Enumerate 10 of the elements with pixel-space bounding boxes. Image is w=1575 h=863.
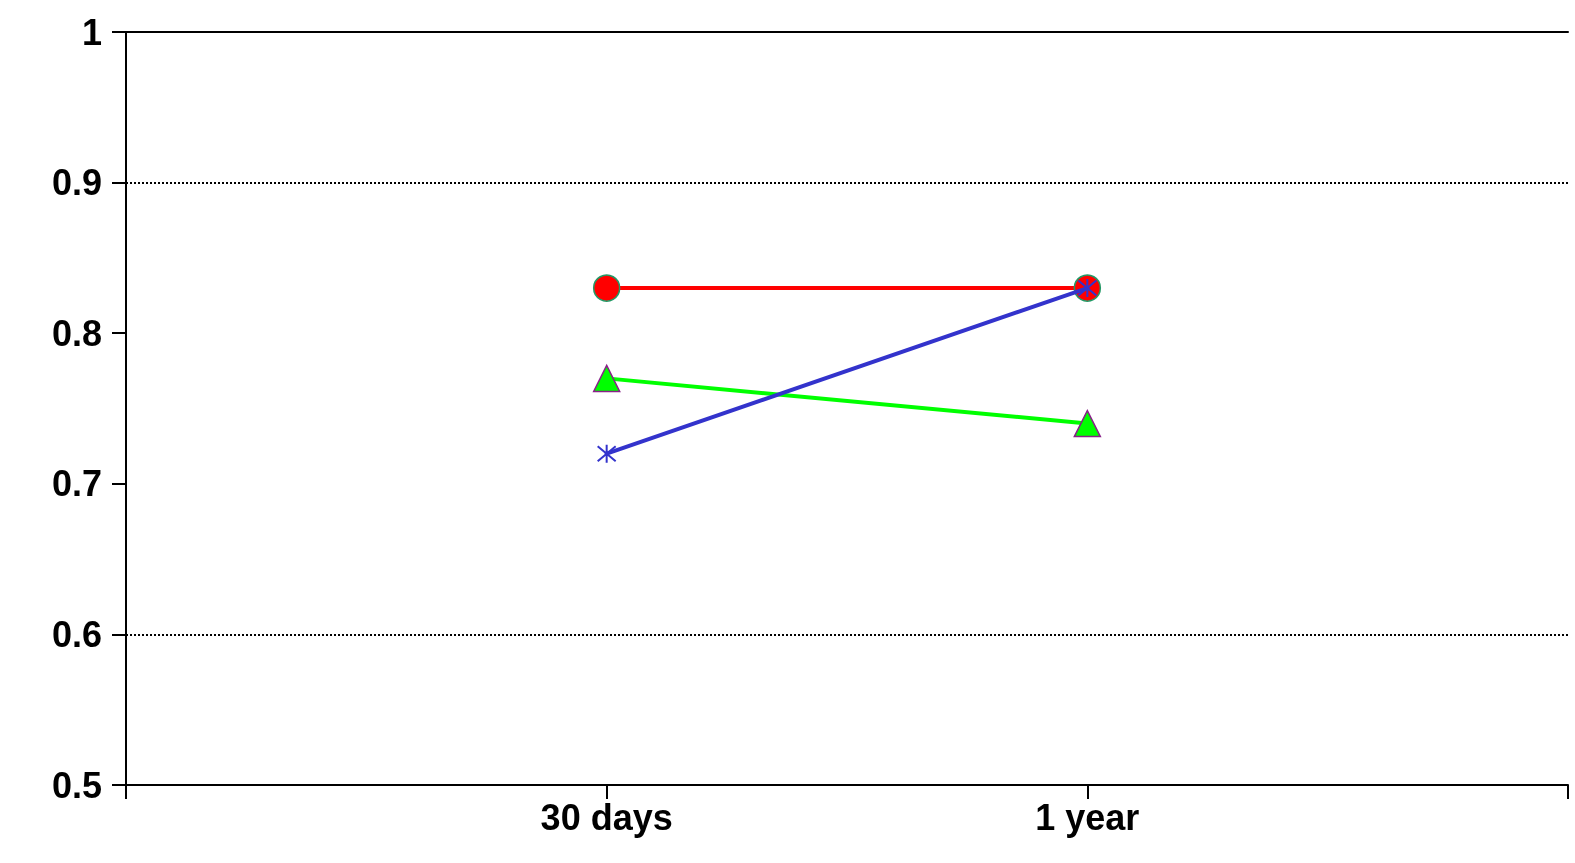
point: [592, 274, 621, 302]
y-tick-label: 0.7: [51, 463, 102, 505]
y-tick-label: 0.9: [51, 162, 102, 204]
x-tick-label: 1 year: [1035, 796, 1140, 838]
y-tick-label: 0.8: [51, 312, 102, 354]
y-tick-label: 0.6: [51, 613, 102, 655]
x-tick-label: 30 days: [540, 796, 673, 838]
point: [596, 443, 617, 464]
y-tick-label: 0.5: [51, 764, 102, 806]
y-tick-label: 1: [81, 11, 102, 53]
